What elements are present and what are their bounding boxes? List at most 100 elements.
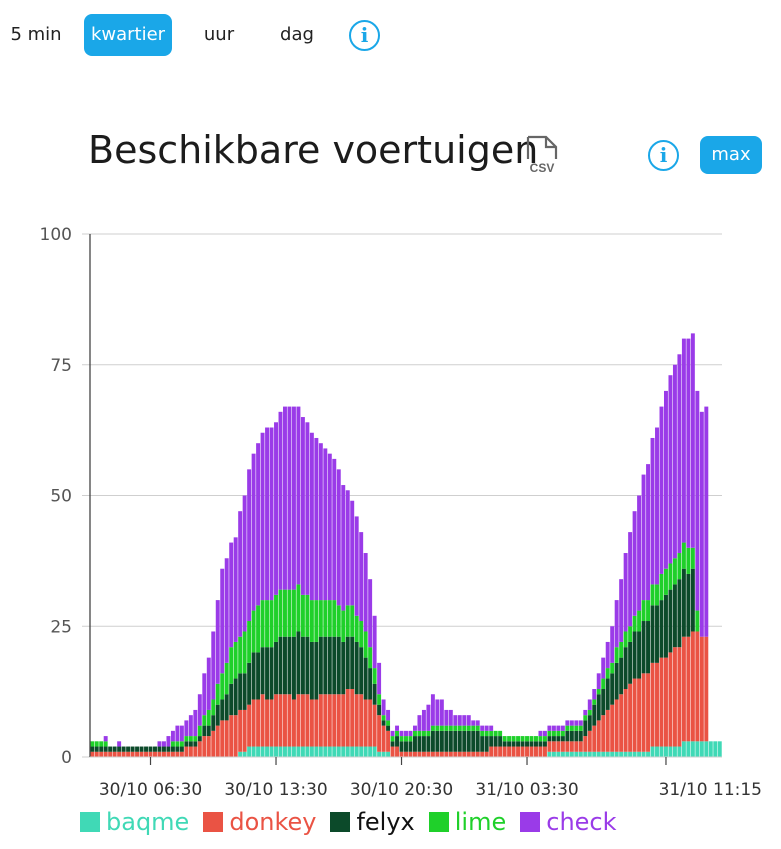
bar-lime [628, 626, 633, 642]
legend-label: baqme [106, 808, 190, 836]
bar-felyx [520, 741, 525, 747]
bar-felyx [534, 741, 538, 747]
bar-baqme [341, 746, 346, 757]
bar-lime [655, 584, 659, 606]
legend-item-donkey[interactable]: donkey [203, 808, 316, 836]
csv-download-icon[interactable]: CSV [524, 135, 560, 175]
bar-baqme [368, 746, 373, 757]
bar-lime [430, 725, 435, 731]
info-icon[interactable]: i [349, 20, 380, 51]
bar-donkey [516, 746, 521, 757]
chart-info-icon[interactable]: i [648, 140, 679, 171]
bar-donkey [435, 751, 440, 757]
bar-baqme [336, 746, 341, 757]
bar-donkey [135, 751, 140, 757]
bar-felyx [157, 746, 162, 752]
bar-donkey [291, 699, 296, 747]
bar-check [565, 720, 570, 726]
bar-lime [354, 615, 359, 642]
bar-lime [363, 631, 368, 658]
bar-felyx [175, 746, 180, 752]
legend-item-felyx[interactable]: felyx [330, 808, 415, 836]
bar-baqme [547, 751, 552, 757]
bar-felyx [278, 636, 283, 695]
bar-felyx [632, 631, 637, 679]
bar-donkey [498, 746, 503, 757]
bar-lime [372, 668, 377, 684]
bar-baqme [287, 746, 292, 757]
bar-donkey [439, 751, 444, 757]
bar-baqme [704, 741, 709, 757]
bar-donkey [166, 751, 171, 757]
bar-baqme [637, 751, 642, 757]
bar-donkey [300, 694, 305, 747]
page-title: Beschikbare voertuigen [88, 128, 539, 172]
bar-check [287, 406, 292, 590]
bar-lime [619, 641, 624, 658]
bar-baqme [681, 741, 686, 757]
max-button[interactable]: max [700, 136, 762, 174]
bar-donkey [193, 746, 198, 757]
bar-check [578, 720, 583, 726]
bar-donkey [108, 751, 113, 757]
bar-felyx [677, 579, 682, 648]
bar-felyx [659, 600, 664, 658]
bar-donkey [699, 636, 704, 742]
bar-lime [265, 600, 270, 648]
bar-felyx [197, 736, 202, 742]
bar-felyx [480, 736, 485, 752]
granularity-kwartier-button[interactable]: kwartier [84, 14, 172, 56]
bar-donkey [309, 699, 314, 747]
bar-felyx [614, 662, 619, 700]
bar-check [170, 730, 175, 742]
bar-felyx [417, 736, 422, 752]
bar-felyx [99, 746, 104, 752]
bar-check [610, 626, 615, 663]
bar-check [327, 453, 332, 601]
bar-lime [287, 589, 292, 637]
bar-felyx [291, 636, 296, 700]
bar-lime [238, 636, 243, 674]
series-donkey [90, 631, 709, 757]
y-tick-label: 0 [61, 748, 72, 768]
bar-donkey [336, 694, 341, 747]
legend-swatch [203, 812, 224, 832]
legend-item-check[interactable]: check [520, 808, 617, 836]
bar-donkey [659, 657, 664, 747]
bar-check [386, 709, 391, 721]
bar-donkey [421, 751, 426, 757]
bar-donkey [542, 746, 547, 757]
bar-baqme [713, 741, 718, 757]
granularity-dag-button[interactable]: dag [280, 24, 314, 45]
bar-baqme [256, 746, 261, 757]
bar-felyx [363, 657, 368, 700]
bar-check [117, 741, 122, 747]
bar-felyx [623, 647, 628, 690]
bar-check [314, 437, 319, 601]
bar-donkey [614, 699, 619, 752]
bar-lime [421, 730, 426, 737]
granularity-5min-button[interactable]: 5 min [10, 24, 62, 45]
bar-donkey [430, 751, 435, 757]
bar-donkey [318, 694, 323, 747]
bar-felyx [144, 746, 149, 752]
bar-lime [484, 730, 489, 737]
bar-lime [390, 736, 395, 742]
bar-donkey [587, 730, 592, 752]
legend-item-lime[interactable]: lime [428, 808, 506, 836]
bar-lime [300, 594, 305, 637]
bar-lime [578, 725, 583, 731]
bar-lime [305, 594, 310, 637]
bar-felyx [220, 699, 225, 721]
granularity-uur-button[interactable]: uur [203, 24, 235, 45]
bar-donkey [287, 694, 292, 747]
bar-felyx [542, 741, 547, 747]
bar-lime [345, 605, 350, 637]
bar-check [372, 615, 377, 669]
bar-felyx [202, 725, 207, 737]
bar-baqme [238, 751, 243, 757]
legend-item-baqme[interactable]: baqme [80, 808, 189, 836]
bar-lime [94, 741, 99, 747]
bar-lime [569, 725, 574, 731]
bar-lime [614, 647, 619, 663]
